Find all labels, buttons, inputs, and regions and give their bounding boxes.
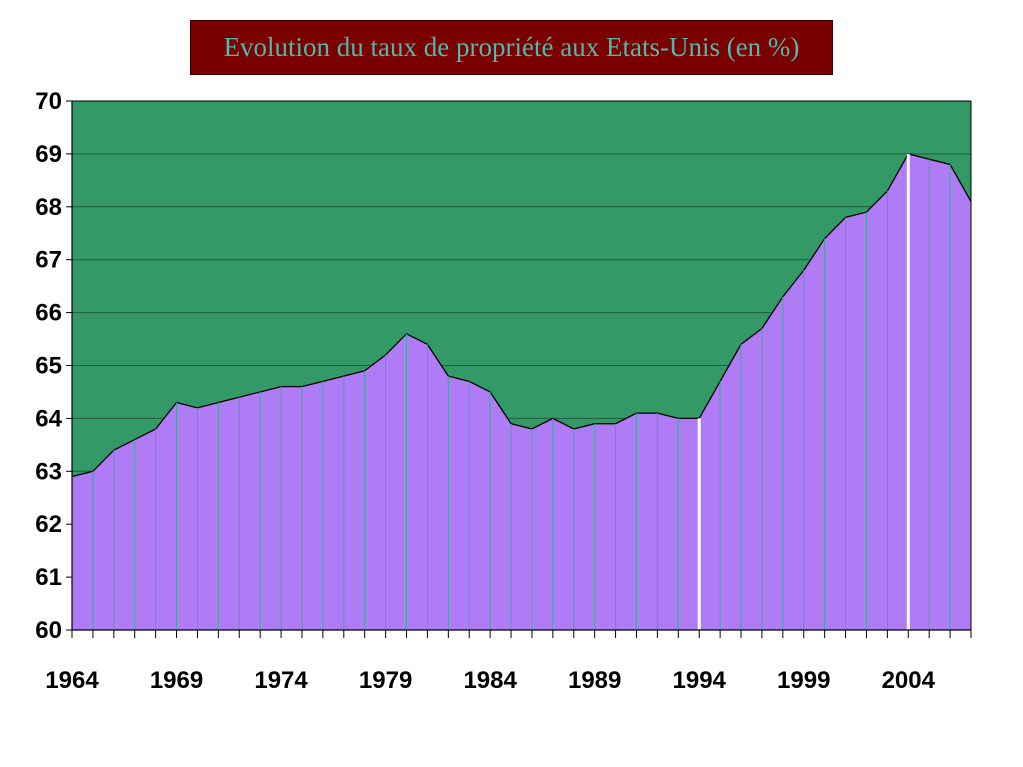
x-tick-label: 1984 — [463, 667, 517, 694]
x-tick-label: 1994 — [673, 667, 727, 694]
chart-title-box: Evolution du taux de propriété aux Etats… — [190, 20, 833, 75]
x-tick-label: 2004 — [882, 667, 936, 694]
y-tick-label: 64 — [35, 405, 62, 432]
y-tick-label: 62 — [35, 511, 62, 538]
y-tick-label: 61 — [35, 564, 62, 591]
x-tick-label: 1974 — [254, 667, 308, 694]
area-fill — [72, 153, 971, 630]
y-tick-label: 68 — [35, 194, 62, 221]
y-tick-label: 63 — [35, 458, 62, 485]
y-tick-label: 69 — [35, 141, 62, 168]
x-tick-label: 1999 — [777, 667, 830, 694]
x-tick-label: 1989 — [568, 667, 621, 694]
x-tick-label: 1969 — [150, 667, 203, 694]
y-tick-label: 66 — [35, 300, 62, 327]
x-tick-label: 1964 — [45, 667, 99, 694]
x-tick-label: 1979 — [359, 667, 412, 694]
y-tick-label: 67 — [35, 247, 62, 274]
y-tick-label: 70 — [35, 88, 62, 115]
chart-title: Evolution du taux de propriété aux Etats… — [223, 32, 800, 62]
y-tick-label: 60 — [35, 617, 62, 644]
series-line — [71, 153, 972, 478]
y-tick-label: 65 — [35, 353, 62, 380]
